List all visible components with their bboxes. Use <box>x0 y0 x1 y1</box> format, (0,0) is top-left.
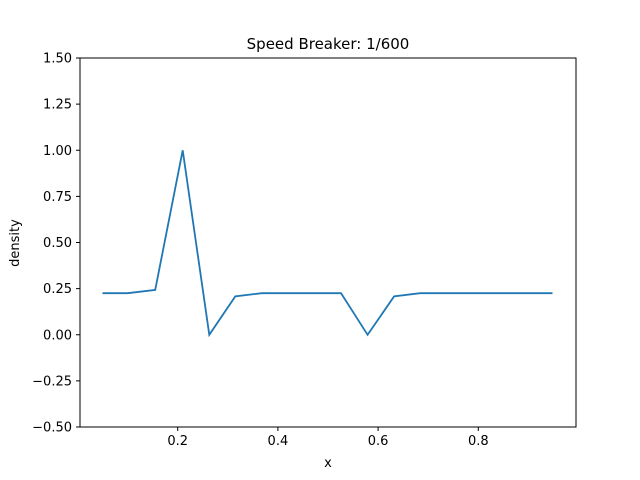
x-axis: 0.2 0.4 0.6 0.8 <box>167 427 489 449</box>
x-tick-label: 0.4 <box>268 434 289 449</box>
y-tick-label: 1.25 <box>43 98 72 113</box>
y-tick-label: −0.50 <box>32 421 72 436</box>
y-tick-label: 1.50 <box>43 52 72 67</box>
y-axis-label: density <box>8 219 23 267</box>
x-axis-label: x <box>324 456 332 471</box>
chart-title: Speed Breaker: 1/600 <box>247 35 410 53</box>
y-tick-label: 0.50 <box>43 236 72 251</box>
y-tick-label: −0.25 <box>32 374 72 389</box>
x-tick-label: 0.8 <box>468 434 489 449</box>
y-tick-label: 0.75 <box>43 190 72 205</box>
y-tick-label: 0.00 <box>43 328 72 343</box>
y-axis: −0.50 −0.25 0.00 0.25 0.50 0.75 1.00 1.25 1.50 <box>32 52 80 436</box>
y-tick-label: 0.25 <box>43 282 72 297</box>
plot-area-frame <box>79 57 577 428</box>
y-tick-label: 1.00 <box>43 144 72 159</box>
density-line <box>102 150 553 338</box>
x-tick-label: 0.2 <box>167 434 188 449</box>
x-tick-label: 0.6 <box>368 434 389 449</box>
